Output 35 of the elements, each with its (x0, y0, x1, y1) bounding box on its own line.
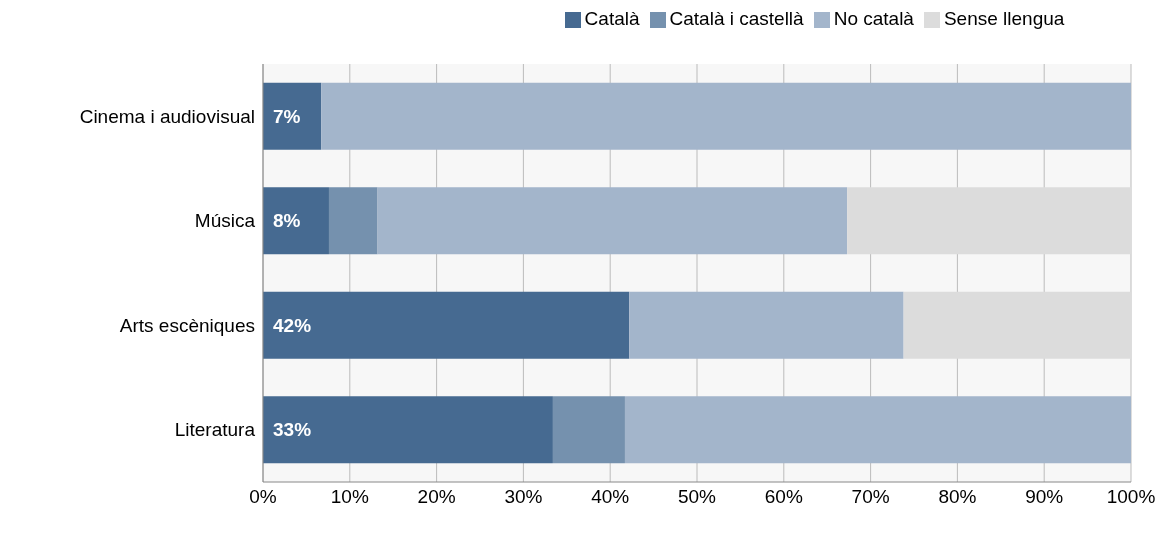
data-label: 42% (273, 314, 312, 336)
x-tick-label: 100% (1106, 486, 1156, 508)
bar (263, 82, 322, 150)
x-tick-label: 80% (938, 486, 977, 508)
x-tick-label: 30% (504, 486, 543, 508)
bar (629, 291, 904, 359)
legend-label: Sense llengua (943, 8, 1065, 29)
bar (263, 291, 630, 359)
x-tick-label: 60% (764, 486, 803, 508)
bar (377, 187, 848, 255)
bar (847, 187, 1131, 255)
x-tick-label: 50% (677, 486, 717, 508)
data-label: 7% (273, 105, 301, 127)
x-tick-label: 10% (330, 486, 369, 508)
x-tick-label: 70% (851, 486, 890, 508)
bar (903, 291, 1131, 359)
legend-label: Català i castellà (669, 8, 804, 29)
bar (552, 396, 625, 464)
legend-label: Català (584, 8, 640, 29)
bar (624, 396, 1131, 464)
bar (328, 187, 378, 255)
x-tick-label: 90% (1025, 486, 1064, 508)
data-label: 8% (273, 210, 301, 232)
data-label: 33% (273, 419, 312, 441)
y-tick-label: Literatura (174, 419, 256, 441)
bar (263, 396, 553, 464)
x-tick-label: 0% (249, 486, 277, 508)
legend-label: No català (833, 8, 914, 29)
x-tick-label: 40% (591, 486, 630, 508)
y-tick-label: Arts escèniques (119, 314, 255, 336)
bar (321, 82, 1131, 150)
bar (263, 187, 329, 255)
x-tick-label: 20% (417, 486, 456, 508)
y-tick-label: Música (194, 210, 256, 232)
y-tick-label: Cinema i audiovisual (79, 106, 255, 127)
